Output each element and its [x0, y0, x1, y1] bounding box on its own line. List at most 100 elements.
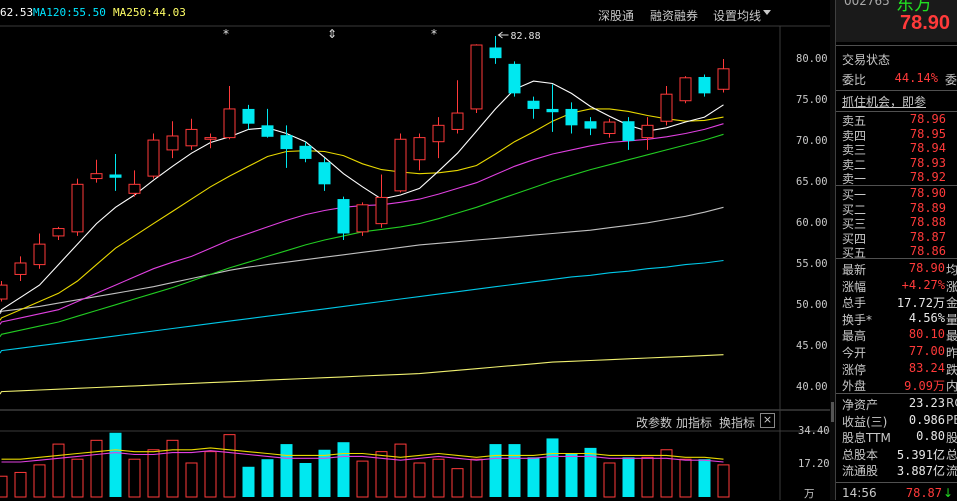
stat-row-extra: 量 — [946, 312, 957, 327]
candle-up — [33, 243, 46, 266]
volume-bar-up — [603, 462, 616, 498]
add-indicator-button[interactable]: 加指标 — [676, 416, 713, 430]
candle-up — [679, 77, 692, 102]
volume-bar-down — [261, 459, 274, 497]
volume-bar-down — [242, 466, 255, 497]
price-tick-label: 75.00 — [796, 93, 828, 106]
candle-up — [71, 183, 84, 233]
candle-up — [90, 173, 103, 180]
ask-row: 卖五 78.96 — [836, 112, 957, 128]
candle-up — [147, 139, 160, 177]
bid-row: 买三 78.88 — [836, 215, 957, 231]
volume-bar-up — [128, 458, 141, 498]
stat-row: 今开 77.00 昨 — [836, 344, 957, 360]
ma20-line — [0, 123, 724, 325]
ma-settings-button[interactable]: 设置均线 — [713, 9, 762, 23]
ask-row-label: 卖五 — [842, 114, 867, 128]
volume-bar-up — [394, 443, 407, 498]
candlestick-chart[interactable]: 82.88 * ⇕ * — [0, 0, 830, 500]
stat-row-label: 总手 — [842, 296, 867, 311]
volume-bar-up — [356, 460, 369, 498]
ma-legend-ma250: MA250:44.03 — [113, 6, 186, 19]
stock-name: 东方 — [896, 0, 932, 15]
chevron-down-icon[interactable] — [763, 10, 771, 15]
candle-down — [508, 63, 521, 94]
stat-row-value: 78.90 — [908, 261, 945, 275]
ask-row-value: 78.95 — [909, 126, 946, 141]
edit-params-button[interactable]: 改参数 — [636, 416, 673, 430]
volume-bar-down — [565, 453, 578, 497]
splitter-handle[interactable] — [830, 0, 835, 500]
volume-bar-down — [280, 444, 293, 497]
ask-row-label: 卖二 — [842, 157, 867, 172]
volume-bar-up — [375, 451, 388, 498]
volume-bar-down — [489, 444, 502, 497]
volume-bar-up — [717, 464, 730, 498]
candle-down — [109, 174, 122, 178]
margin-trading-button[interactable]: 融资融券 — [650, 9, 699, 23]
volume-tick-label: 34.40 — [798, 425, 830, 437]
fin-row: 流通股 3.887亿流 — [836, 462, 957, 479]
sgt-button[interactable]: 深股通 — [598, 9, 635, 23]
volume-bar-up — [52, 443, 65, 498]
candle-up — [375, 196, 388, 225]
stat-row-extra: 昨 — [946, 346, 957, 360]
tick-time: 14:56 — [842, 486, 877, 500]
bid-row-label: 买一 — [842, 188, 867, 202]
stock-code: 002765 — [844, 0, 890, 8]
volume-bar-up — [166, 439, 179, 498]
bid-row-value: 78.86 — [909, 244, 946, 258]
ask-row-label: 卖一 — [842, 172, 867, 186]
ask-row-value: 78.92 — [909, 170, 946, 184]
bid-row: 买四 78.87 — [836, 229, 957, 246]
high-marker-arrow — [497, 31, 503, 39]
candle-down — [698, 76, 711, 94]
volume-bar-down — [508, 444, 521, 497]
promo-banner[interactable]: 抓住机会，即参 — [842, 95, 927, 109]
fin-row-value: 23.23 — [908, 396, 945, 410]
volume-bar-up — [660, 449, 673, 498]
candle-up — [641, 124, 654, 139]
fin-row-extra: 总 — [946, 447, 957, 462]
stock-header: 002765 东方 78.90 — [836, 0, 957, 42]
volume-bar-down — [337, 442, 350, 497]
switch-indicator-button[interactable]: 换指标 — [719, 416, 756, 430]
stat-row-extra: 均 — [946, 263, 957, 277]
candle-up — [356, 204, 369, 233]
ma5-line — [0, 80, 724, 313]
volume-bar-up — [413, 462, 426, 498]
candle-up — [717, 68, 730, 90]
stat-row: 总手 17.72万金 — [836, 294, 957, 311]
close-icon[interactable]: × — [760, 413, 775, 428]
event-marker-icon: * — [431, 27, 437, 41]
fin-row: 收益(三) 0.986PE — [836, 413, 957, 429]
stat-row-label: 最高 — [842, 329, 867, 344]
stat-row-extra: 跌 — [946, 362, 957, 377]
candle-up — [432, 124, 445, 143]
bid-row-value: 78.87 — [909, 229, 946, 244]
price-tick-label: 40.00 — [796, 380, 828, 393]
volume-ma-line — [1, 447, 724, 460]
volume-bar-down — [527, 457, 540, 497]
candle-up — [451, 112, 464, 130]
volume-bar-up — [33, 464, 46, 498]
bid-row-label: 买二 — [842, 202, 867, 217]
ask-row-value: 78.94 — [909, 141, 946, 155]
ma60-line — [0, 206, 724, 315]
tick-row: 14:56 78.87 ↓ — [836, 486, 957, 501]
kline-chart-panel[interactable]: 82.88 * ⇕ * 62.53 MA120:55.50 MA250:44.03 深… — [0, 0, 830, 500]
stat-row-label: 换手* — [842, 312, 873, 327]
candle-up — [470, 44, 483, 110]
fin-row-label: 总股本 — [842, 447, 879, 462]
stat-row: 最高 80.10 最 — [836, 327, 957, 344]
bid-row-value: 78.88 — [909, 215, 946, 229]
fin-row-label: 流通股 — [842, 464, 879, 479]
stat-row-label: 今开 — [842, 346, 867, 360]
fin-row-label: 收益(三) — [842, 414, 888, 429]
bid-row-value: 78.90 — [909, 186, 946, 200]
volume-bar-down — [109, 432, 122, 497]
fin-row-value: 5.391亿 — [896, 447, 945, 462]
bid-row: 买一 78.90 — [836, 186, 957, 202]
candle-up — [14, 262, 27, 275]
ask-row-label: 卖三 — [842, 143, 867, 157]
